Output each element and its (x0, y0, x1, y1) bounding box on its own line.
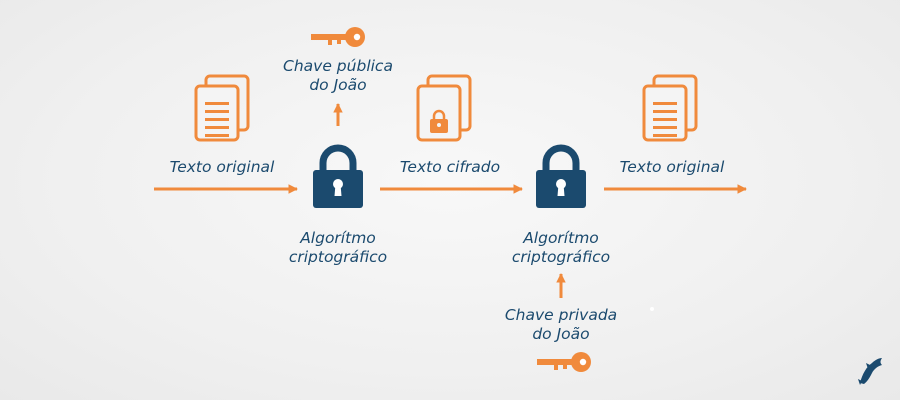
documents-icon (194, 74, 250, 142)
padlock-icon (313, 148, 363, 208)
dolphin-logo-icon (858, 358, 882, 385)
key-icon (537, 352, 591, 372)
plain-text-input-label: Texto original (169, 158, 275, 176)
decorative-dot (650, 307, 654, 311)
private-key-label: Chave privada do João (504, 306, 618, 343)
documents-icon (642, 74, 698, 142)
cipher-text-label: Texto cifrado (399, 158, 501, 176)
public-key-label: Chave pública do João (283, 57, 393, 94)
locked-document-icon (416, 74, 472, 142)
key-icon (311, 27, 365, 47)
plain-text-output-label: Texto original (619, 158, 725, 176)
padlock-icon (536, 148, 586, 208)
algorithm-label-2: Algorítmo criptográfico (511, 229, 611, 266)
algorithm-label-1: Algorítmo criptográfico (288, 229, 388, 266)
